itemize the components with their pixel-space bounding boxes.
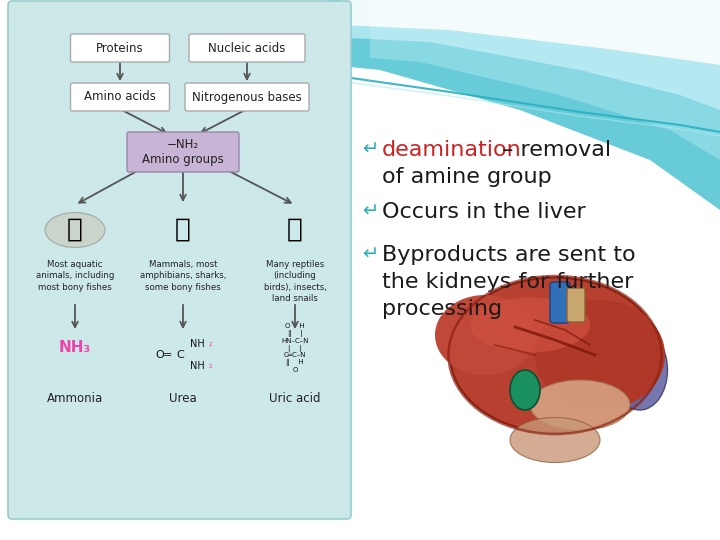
Text: Nucleic acids: Nucleic acids xyxy=(208,42,286,55)
Text: O    H
‖    |
HN–C–N
|    |
C═C–N
‖    H
O: O H ‖ | HN–C–N | | C═C–N ‖ H O xyxy=(282,323,309,373)
Ellipse shape xyxy=(450,278,660,433)
Text: NH₃: NH₃ xyxy=(59,341,91,355)
Text: 🐟: 🐟 xyxy=(67,217,83,243)
FancyBboxPatch shape xyxy=(189,34,305,62)
Ellipse shape xyxy=(613,330,667,410)
Text: NH: NH xyxy=(189,361,204,371)
Text: =: = xyxy=(163,350,173,360)
Text: Amino acids: Amino acids xyxy=(84,91,156,104)
Text: ₂: ₂ xyxy=(208,340,212,348)
Text: of amine group: of amine group xyxy=(382,167,552,187)
FancyBboxPatch shape xyxy=(8,1,351,519)
Text: −NH₂
Amino groups: −NH₂ Amino groups xyxy=(142,138,224,166)
Text: Urea: Urea xyxy=(169,392,197,404)
Text: ₂: ₂ xyxy=(208,361,212,370)
Text: the kidneys for further: the kidneys for further xyxy=(382,272,634,292)
Text: Occurs in the liver: Occurs in the liver xyxy=(382,202,586,222)
FancyBboxPatch shape xyxy=(550,282,570,323)
Text: Mammals, most
amphibians, sharks,
some bony fishes: Mammals, most amphibians, sharks, some b… xyxy=(140,260,226,292)
Text: Ammonia: Ammonia xyxy=(47,392,103,404)
Text: deamination: deamination xyxy=(382,140,522,160)
Text: ↵: ↵ xyxy=(362,202,379,221)
Text: processing: processing xyxy=(382,299,502,319)
FancyBboxPatch shape xyxy=(127,132,239,172)
Text: ↵: ↵ xyxy=(362,140,379,159)
Ellipse shape xyxy=(470,298,590,353)
Text: Most aquatic
animals, including
most bony fishes: Most aquatic animals, including most bon… xyxy=(36,260,114,292)
Ellipse shape xyxy=(530,380,630,430)
Text: O: O xyxy=(156,350,164,360)
Ellipse shape xyxy=(535,300,665,410)
Text: C: C xyxy=(176,350,184,360)
Text: Uric acid: Uric acid xyxy=(269,392,320,404)
Polygon shape xyxy=(340,0,720,65)
Text: Many reptiles
(including
birds), insects,
land snails: Many reptiles (including birds), insects… xyxy=(264,260,326,303)
Text: Proteins: Proteins xyxy=(96,42,144,55)
FancyBboxPatch shape xyxy=(567,288,585,322)
Polygon shape xyxy=(370,0,720,160)
Ellipse shape xyxy=(45,213,105,247)
Text: ↵: ↵ xyxy=(362,245,379,264)
Polygon shape xyxy=(330,0,720,210)
Text: 🐦: 🐦 xyxy=(287,217,303,243)
FancyBboxPatch shape xyxy=(71,83,169,111)
FancyBboxPatch shape xyxy=(71,34,169,62)
FancyBboxPatch shape xyxy=(185,83,309,111)
Text: Nitrogenous bases: Nitrogenous bases xyxy=(192,91,302,104)
Ellipse shape xyxy=(510,417,600,462)
Text: 🦫: 🦫 xyxy=(175,217,191,243)
Text: NH: NH xyxy=(189,339,204,349)
Polygon shape xyxy=(350,0,720,110)
Ellipse shape xyxy=(510,370,540,410)
Text: – removal: – removal xyxy=(495,140,611,160)
Ellipse shape xyxy=(435,295,535,375)
Text: Byproducts are sent to: Byproducts are sent to xyxy=(382,245,636,265)
